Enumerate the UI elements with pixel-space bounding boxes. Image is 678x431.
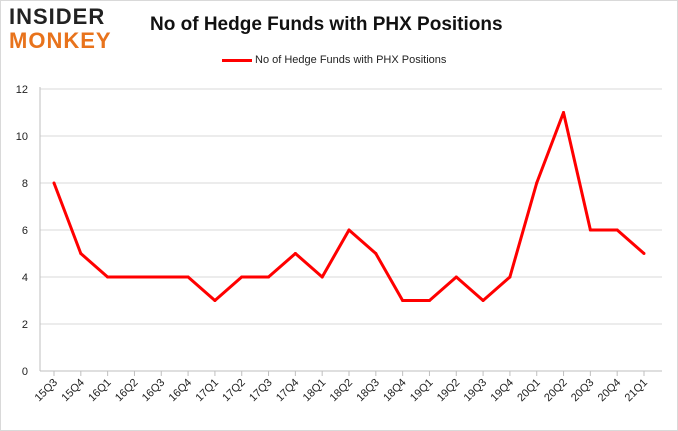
legend-swatch bbox=[222, 58, 252, 62]
x-tick-label: 17Q3 bbox=[247, 377, 275, 405]
logo-line1: INSIDER bbox=[9, 4, 106, 29]
x-tick-label: 17Q1 bbox=[194, 377, 222, 405]
data-point bbox=[132, 275, 136, 279]
y-tick-label: 8 bbox=[22, 178, 28, 190]
data-point bbox=[240, 275, 244, 279]
data-point bbox=[615, 228, 619, 232]
y-tick-label: 4 bbox=[22, 272, 28, 284]
x-tick-label: 20Q3 bbox=[569, 377, 597, 405]
legend-label: No of Hedge Funds with PHX Positions bbox=[255, 54, 447, 66]
x-tick-label: 17Q2 bbox=[220, 377, 248, 405]
y-tick-label: 6 bbox=[22, 225, 28, 237]
x-tick-label: 15Q3 bbox=[33, 377, 61, 405]
y-tick-label: 10 bbox=[16, 131, 28, 143]
x-tick-label: 19Q3 bbox=[462, 377, 490, 405]
data-point bbox=[159, 275, 163, 279]
y-tick-label: 0 bbox=[22, 366, 28, 378]
x-tick-label: 17Q4 bbox=[274, 377, 302, 405]
chart-title: No of Hedge Funds with PHX Positions bbox=[150, 14, 503, 35]
logo-line2: MONKEY bbox=[9, 28, 112, 53]
data-point bbox=[52, 181, 56, 185]
data-point bbox=[481, 299, 485, 302]
data-point bbox=[454, 275, 458, 279]
insider-monkey-logo: INSIDER MONKEY bbox=[9, 6, 129, 56]
x-tick-label: 19Q2 bbox=[435, 377, 463, 405]
series-line bbox=[52, 111, 645, 302]
x-tick-label: 20Q1 bbox=[515, 377, 543, 405]
x-tick-label: 18Q4 bbox=[381, 377, 409, 405]
data-point bbox=[374, 252, 378, 255]
data-point bbox=[106, 275, 110, 279]
data-point bbox=[427, 299, 431, 302]
x-tick-label: 16Q3 bbox=[140, 377, 168, 405]
data-point bbox=[186, 275, 190, 279]
data-point bbox=[347, 228, 351, 232]
data-point bbox=[642, 252, 646, 255]
x-tick-label: 20Q4 bbox=[596, 377, 624, 405]
x-axis-ticks: 15Q3 15Q4 16Q1 16Q2 16Q3 16Q4 17Q1 17Q2 17Q3 17Q4… bbox=[33, 371, 651, 405]
y-tick-label: 2 bbox=[22, 319, 28, 331]
data-point bbox=[535, 181, 539, 185]
data-point bbox=[508, 275, 512, 279]
data-point bbox=[401, 299, 405, 302]
data-point bbox=[293, 252, 297, 255]
x-tick-label: 19Q1 bbox=[408, 377, 436, 405]
x-tick-label: 18Q3 bbox=[354, 377, 382, 405]
data-point bbox=[267, 275, 271, 279]
data-point bbox=[588, 228, 592, 232]
x-tick-label: 18Q1 bbox=[301, 377, 329, 405]
x-tick-label: 21Q1 bbox=[623, 377, 651, 405]
chart-legend: No of Hedge Funds with PHX Positions bbox=[222, 54, 446, 66]
x-tick-label: 16Q2 bbox=[113, 377, 141, 405]
x-tick-label: 16Q4 bbox=[167, 377, 195, 405]
y-tick-label: 12 bbox=[16, 84, 28, 96]
data-point bbox=[562, 111, 566, 114]
data-point bbox=[79, 252, 83, 255]
x-tick-label: 16Q1 bbox=[86, 377, 114, 405]
data-point bbox=[213, 299, 217, 302]
x-tick-label: 20Q2 bbox=[542, 377, 570, 405]
series-layer bbox=[52, 111, 646, 302]
x-tick-label: 19Q4 bbox=[489, 377, 517, 405]
y-axis-ticks: 0 2 4 6 8 10 12 bbox=[16, 84, 28, 378]
x-tick-label: 18Q2 bbox=[328, 377, 356, 405]
x-tick-label: 15Q4 bbox=[59, 377, 87, 405]
data-point bbox=[320, 275, 324, 279]
